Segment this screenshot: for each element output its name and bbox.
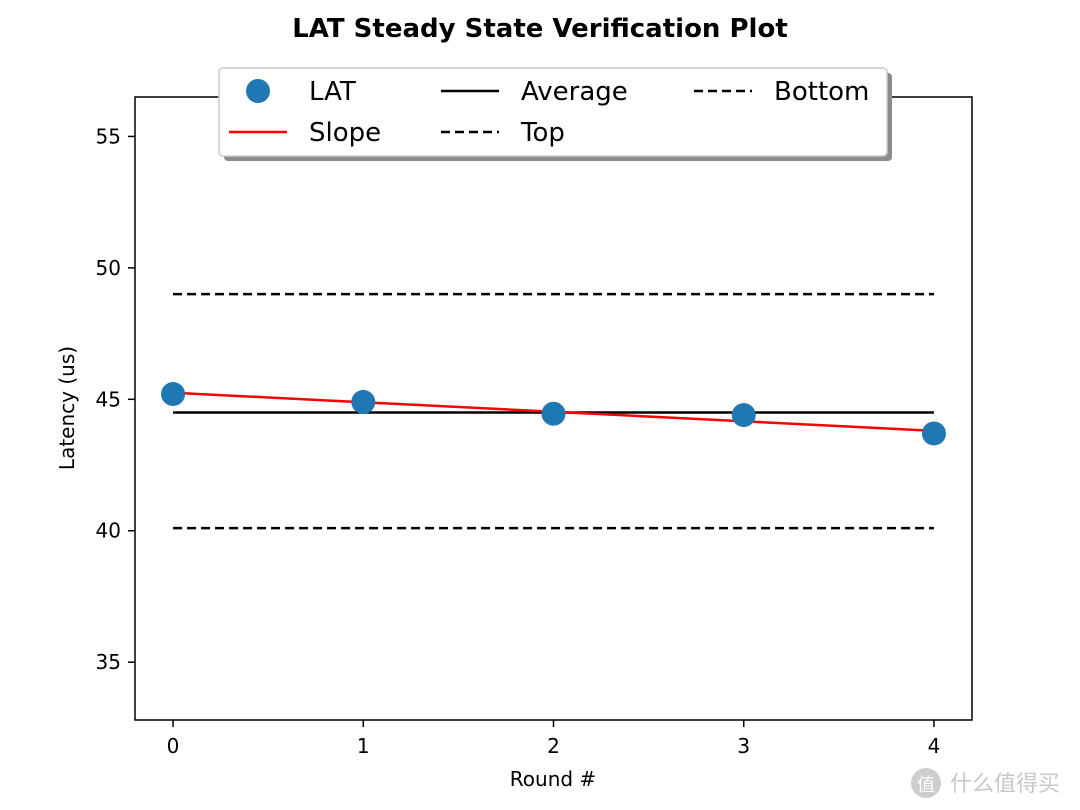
lat-point	[541, 401, 566, 426]
x-axis-label: Round #	[510, 767, 596, 791]
y-axis: 35 40 45 50 55	[96, 124, 135, 674]
series-layer	[161, 292, 946, 530]
legend-box	[218, 67, 888, 157]
y-tick-label: 35	[96, 650, 121, 674]
legend-marker-lat	[246, 79, 270, 103]
y-axis-label: Latency (us)	[55, 346, 79, 470]
y-tick-label: 50	[96, 256, 121, 280]
watermark-logo-char: 值	[917, 775, 935, 796]
lat-point	[351, 389, 376, 414]
y-tick-label: 55	[96, 124, 121, 148]
x-tick-label: 3	[737, 734, 750, 758]
y-tick-label: 40	[96, 519, 121, 543]
legend-label-average: Average	[521, 77, 628, 107]
lat-point	[731, 403, 756, 428]
legend-label-lat: LAT	[309, 77, 356, 107]
lat-point	[921, 421, 946, 446]
legend: LAT Average Bottom Slope Top	[218, 67, 892, 161]
watermark-text: 什么值得买	[950, 772, 1060, 797]
legend-label-slope: Slope	[309, 118, 381, 148]
x-tick-label: 4	[928, 734, 941, 758]
watermark-logo	[911, 768, 941, 798]
legend-label-top: Top	[520, 118, 565, 148]
x-tick-label: 2	[547, 734, 560, 758]
legend-label-bottom: Bottom	[774, 77, 869, 107]
x-axis: 0 1 2 3 4	[167, 720, 941, 758]
x-tick-label: 0	[167, 734, 180, 758]
chart-title: LAT Steady State Verification Plot	[292, 14, 788, 44]
watermark: 值 什么值得买	[911, 768, 1060, 798]
x-tick-label: 1	[357, 734, 370, 758]
lat-point	[161, 382, 186, 407]
y-tick-label: 45	[96, 387, 121, 411]
